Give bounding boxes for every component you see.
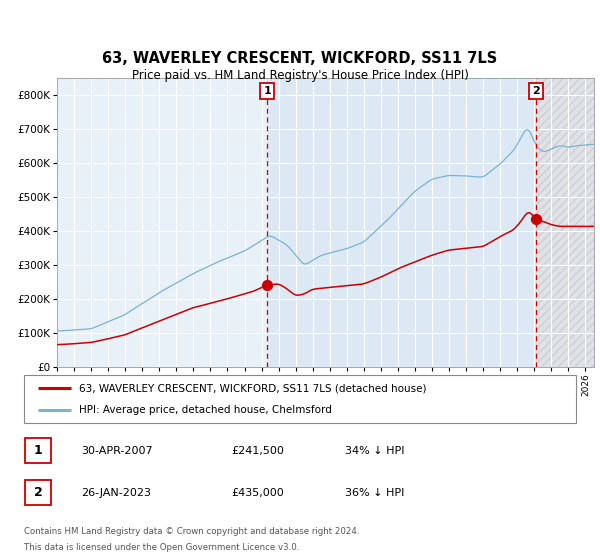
Text: HPI: Average price, detached house, Chelmsford: HPI: Average price, detached house, Chel… xyxy=(79,405,332,415)
Text: Contains HM Land Registry data © Crown copyright and database right 2024.: Contains HM Land Registry data © Crown c… xyxy=(24,528,359,536)
Point xyxy=(531,214,541,223)
Text: 63, WAVERLEY CRESCENT, WICKFORD, SS11 7LS: 63, WAVERLEY CRESCENT, WICKFORD, SS11 7L… xyxy=(103,52,497,66)
Text: 63, WAVERLEY CRESCENT, WICKFORD, SS11 7LS (detached house): 63, WAVERLEY CRESCENT, WICKFORD, SS11 7L… xyxy=(79,383,427,393)
FancyBboxPatch shape xyxy=(25,438,52,464)
Text: 1: 1 xyxy=(34,444,43,458)
Point xyxy=(262,281,272,290)
Text: 36% ↓ HPI: 36% ↓ HPI xyxy=(345,488,404,498)
Text: 2: 2 xyxy=(532,86,539,96)
Text: 34% ↓ HPI: 34% ↓ HPI xyxy=(345,446,404,456)
Text: 30-APR-2007: 30-APR-2007 xyxy=(81,446,152,456)
Text: 1: 1 xyxy=(263,86,271,96)
Text: Price paid vs. HM Land Registry's House Price Index (HPI): Price paid vs. HM Land Registry's House … xyxy=(131,69,469,82)
FancyBboxPatch shape xyxy=(24,375,576,423)
Bar xyxy=(267,78,536,367)
Text: £241,500: £241,500 xyxy=(231,446,284,456)
Text: £435,000: £435,000 xyxy=(231,488,284,498)
FancyBboxPatch shape xyxy=(25,480,52,505)
Text: 2: 2 xyxy=(34,486,43,500)
Bar xyxy=(536,78,594,367)
Text: 26-JAN-2023: 26-JAN-2023 xyxy=(81,488,151,498)
Text: This data is licensed under the Open Government Licence v3.0.: This data is licensed under the Open Gov… xyxy=(24,543,299,552)
